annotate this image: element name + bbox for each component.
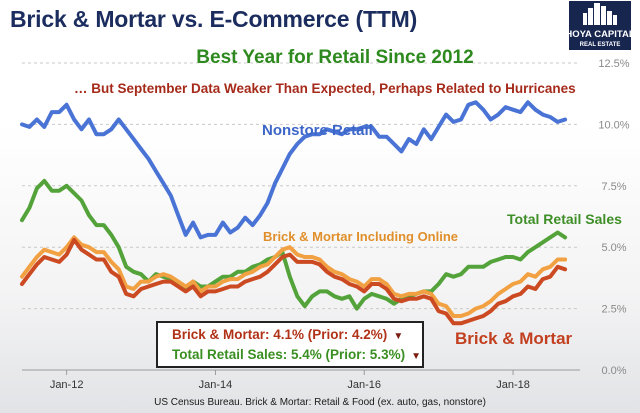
y-tick-label: 7.5% <box>601 181 626 193</box>
source-note: US Census Bureau. Brick & Mortar: Retail… <box>154 397 486 408</box>
callout-brick-mortar-row: Brick & Mortar: 4.1% (Prior: 4.2%) ▼ <box>172 327 403 342</box>
y-tick-label: 2.5% <box>601 304 626 316</box>
callout-total-retail-text: Total Retail Sales: 5.4% (Prior: 5.3%) <box>172 347 406 362</box>
x-tick-label: Jan-18 <box>496 379 530 391</box>
y-tick-label: 5.0% <box>601 242 626 254</box>
chart-title: Brick & Mortar vs. E-Commerce (TTM) <box>10 6 418 32</box>
triangle-down-icon: ▼ <box>393 331 404 342</box>
x-tick-label: Jan-12 <box>50 379 84 391</box>
y-tick-label: 10.0% <box>598 119 629 131</box>
series-label-nonstore: Nonstore Retail <box>262 122 373 139</box>
series-line-brick-mortar <box>20 237 568 326</box>
series-line-total-retail-sales <box>20 178 568 311</box>
logo-line1: HOYA CAPITAL <box>569 29 631 40</box>
triangle-down-icon: ▼ <box>411 351 421 362</box>
callout-total-retail-row: Total Retail Sales: 5.4% (Prior: 5.3%) ▼ <box>172 347 421 362</box>
series-label-bm-online: Brick & Mortar Including Online <box>263 229 459 244</box>
series-lines <box>20 100 568 326</box>
logo-line2: REAL ESTATE <box>580 42 621 48</box>
series-label-total-retail: Total Retail Sales <box>507 211 622 227</box>
y-tick-label: 0.0% <box>601 365 626 377</box>
chart-annotation: … But September Data Weaker Than Expecte… <box>74 81 576 96</box>
callout-brick-mortar-text: Brick & Mortar: 4.1% (Prior: 4.2%) <box>172 327 388 342</box>
callout-box: Brick & Mortar: 4.1% (Prior: 4.2%) ▼ Tota… <box>156 321 424 368</box>
series-line-nonstore-retail <box>20 100 568 240</box>
chart-subtitle: Best Year for Retail Since 2012 <box>196 47 474 68</box>
series-line-brick-mortar-including-online <box>20 235 568 318</box>
series-label-brick-mortar: Brick & Mortar <box>455 329 573 348</box>
hoya-capital-logo: HOYA CAPITAL REAL ESTATE <box>569 1 631 50</box>
x-tick-label: Jan-16 <box>347 379 381 391</box>
x-tick-label: Jan-14 <box>199 379 233 391</box>
axis-ticks: 0.0% 2.5% 5.0% 7.5% 10.0% 12.5% Jan-12 Jan-14 Ja… <box>50 58 630 391</box>
y-tick-label: 12.5% <box>598 58 629 70</box>
